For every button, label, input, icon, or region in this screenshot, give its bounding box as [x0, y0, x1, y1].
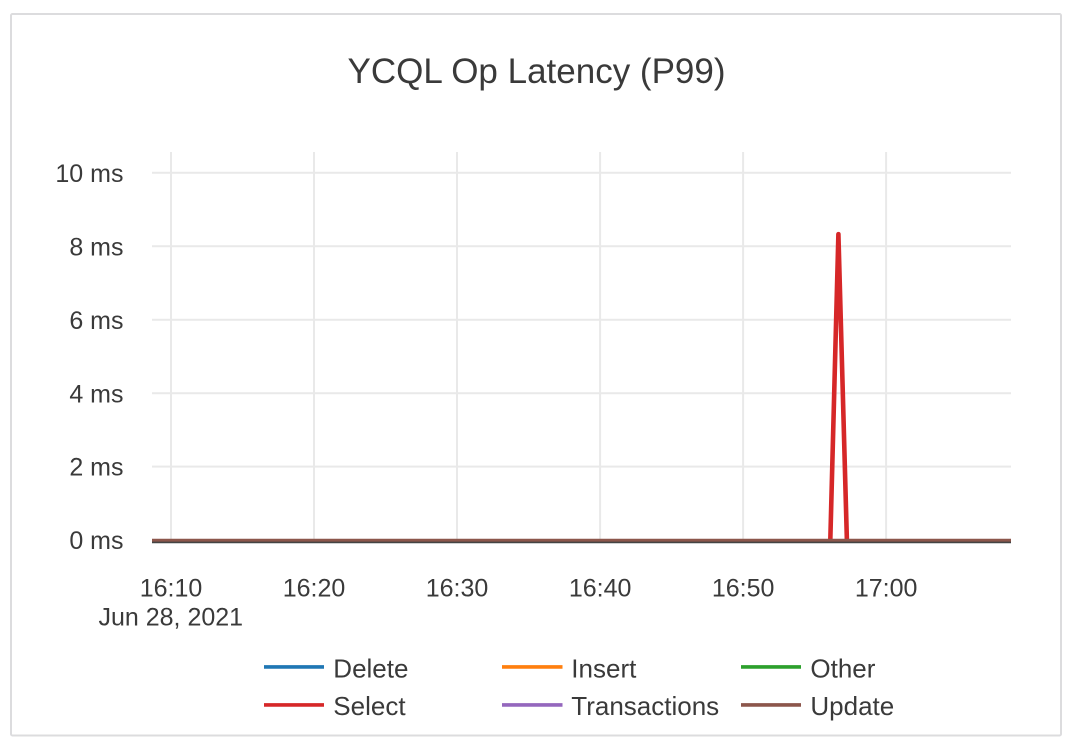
- svg-text:YCQL Op Latency (P99): YCQL Op Latency (P99): [347, 52, 725, 91]
- svg-text:Update: Update: [810, 691, 894, 721]
- svg-text:16:40: 16:40: [569, 574, 632, 602]
- svg-text:Other: Other: [810, 653, 875, 683]
- svg-text:4 ms: 4 ms: [69, 380, 123, 408]
- svg-text:16:50: 16:50: [712, 574, 775, 602]
- svg-text:0 ms: 0 ms: [69, 527, 123, 555]
- svg-text:Select: Select: [333, 691, 406, 721]
- svg-text:8 ms: 8 ms: [69, 233, 123, 261]
- svg-text:Transactions: Transactions: [571, 691, 719, 721]
- svg-text:16:30: 16:30: [426, 574, 489, 602]
- svg-text:2 ms: 2 ms: [69, 454, 123, 482]
- svg-text:Jun 28, 2021: Jun 28, 2021: [99, 604, 244, 632]
- svg-text:16:10: 16:10: [140, 574, 203, 602]
- svg-text:16:20: 16:20: [283, 574, 346, 602]
- svg-text:6 ms: 6 ms: [69, 307, 123, 335]
- svg-text:17:00: 17:00: [855, 574, 918, 602]
- svg-text:Delete: Delete: [333, 653, 408, 683]
- svg-text:Insert: Insert: [571, 653, 637, 683]
- svg-text:10 ms: 10 ms: [55, 160, 123, 188]
